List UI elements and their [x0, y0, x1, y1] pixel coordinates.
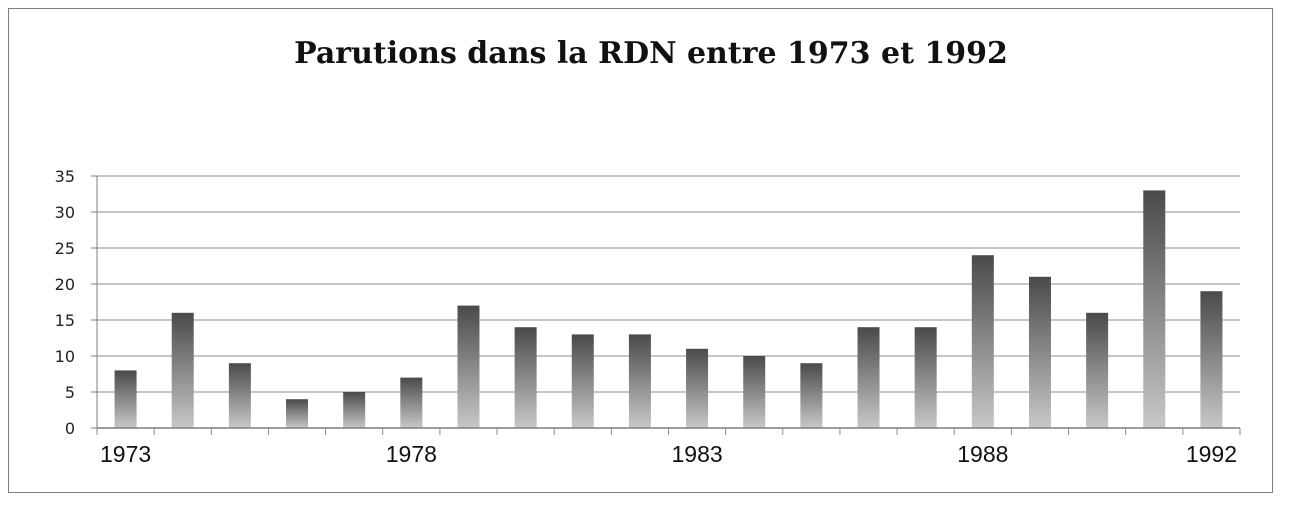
axes — [96, 176, 1241, 435]
bar — [514, 327, 537, 428]
bar — [286, 399, 309, 428]
bar — [628, 334, 651, 428]
y-tick-label: 30 — [55, 203, 75, 222]
x-tick-label: 1992 — [1186, 441, 1237, 467]
bar — [1143, 190, 1166, 428]
bar — [343, 392, 366, 428]
bar — [857, 327, 880, 428]
x-tick-labels: 1973 1978 1983 1988 1992 — [100, 441, 1237, 467]
x-tick-label: 1978 — [386, 441, 437, 467]
y-tick-labels: 0 5 10 15 20 25 30 35 — [55, 167, 75, 438]
bar — [686, 348, 709, 428]
bar — [1028, 276, 1051, 428]
bar — [114, 370, 137, 428]
bars — [114, 190, 1223, 428]
y-tick-label: 35 — [55, 167, 75, 186]
bar — [571, 334, 594, 428]
y-tick-label: 25 — [55, 239, 75, 258]
gridlines — [91, 175, 1240, 429]
y-tick-label: 15 — [55, 311, 75, 330]
x-tick-label: 1988 — [957, 441, 1008, 467]
x-tick-label: 1973 — [100, 441, 151, 467]
bar — [971, 255, 994, 428]
bar — [457, 305, 480, 428]
y-tick-label: 5 — [65, 383, 75, 402]
bar — [800, 363, 823, 428]
chart-title: Parutions dans la RDN entre 1973 et 1992 — [294, 36, 1008, 71]
x-tick-label: 1983 — [671, 441, 722, 467]
bar — [400, 377, 423, 428]
bar — [743, 356, 766, 428]
bar — [171, 312, 194, 428]
y-tick-label: 20 — [55, 275, 75, 294]
y-tick-label: 10 — [55, 347, 75, 366]
bar — [1200, 291, 1223, 428]
bar — [914, 327, 937, 428]
bar — [228, 363, 251, 428]
bar — [1086, 312, 1109, 428]
y-tick-label: 0 — [65, 419, 75, 438]
